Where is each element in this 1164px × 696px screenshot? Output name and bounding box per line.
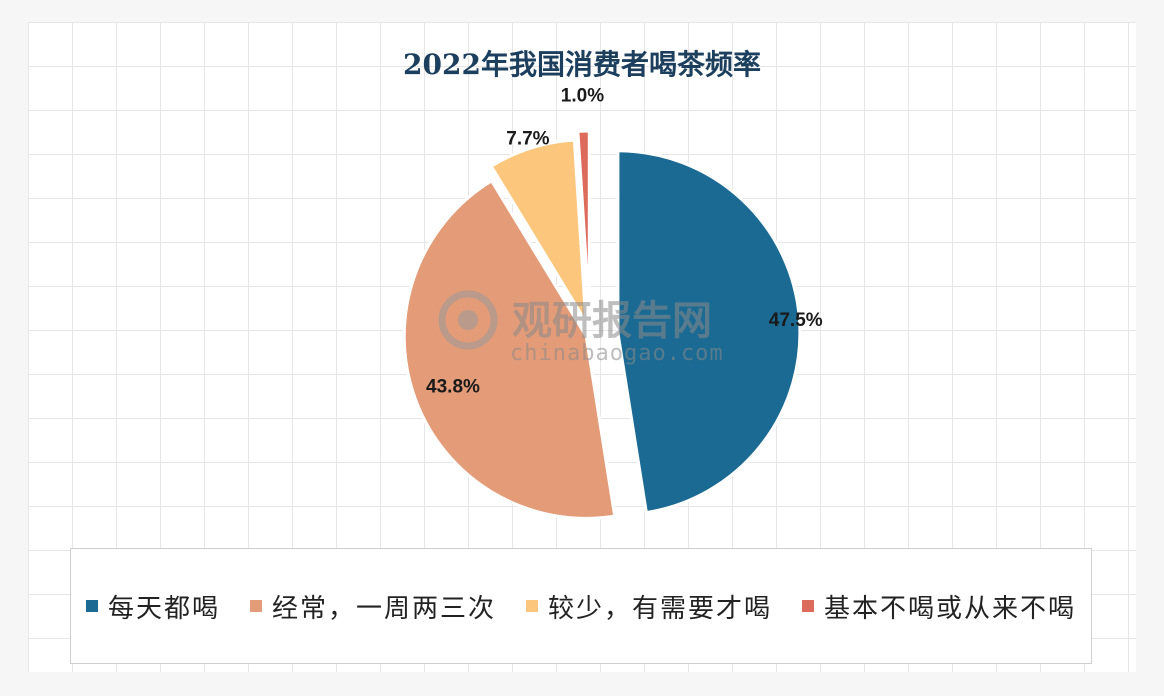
legend-label-4: 基本不喝或从来不喝	[824, 593, 1077, 624]
chart-legend: 每天都喝 经常，一周两三次 较少，有需要才喝 基本不喝或从来不喝	[70, 548, 1092, 664]
legend-item-1: 每天都喝	[85, 588, 220, 625]
chart-title: 2022年我国消费者喝茶频率	[403, 48, 761, 81]
watermark-brand: 观研报告网	[512, 298, 712, 344]
legend-label-1: 每天都喝	[107, 593, 220, 624]
data-label-4: 1.0%	[561, 86, 604, 107]
data-label-1: 47.5%	[769, 310, 823, 331]
watermark-url: chinabaogao.com	[510, 341, 724, 366]
watermark-logo-icon	[438, 290, 498, 350]
legend-item-3: 较少，有需要才喝	[526, 588, 772, 625]
legend-label-3: 较少，有需要才喝	[548, 593, 773, 624]
legend-item-4: 基本不喝或从来不喝	[802, 588, 1076, 625]
pie-slice-3	[489, 138, 588, 323]
legend-item-2: 经常，一周两三次	[249, 588, 496, 625]
legend-swatch-2	[249, 600, 262, 612]
legend-label-2: 经常，一周两三次	[271, 593, 496, 624]
legend-swatch-3	[526, 600, 538, 612]
pie-slice-2	[402, 178, 617, 520]
data-label-3: 7.7%	[506, 129, 549, 150]
pie-slice-4	[576, 129, 591, 314]
pie-slice-1	[616, 149, 802, 515]
data-label-2: 43.8%	[426, 376, 480, 397]
watermark: 观研报告网 chinabaogao.com	[438, 290, 724, 366]
legend-swatch-1	[85, 600, 98, 612]
legend-swatch-4	[802, 600, 815, 612]
